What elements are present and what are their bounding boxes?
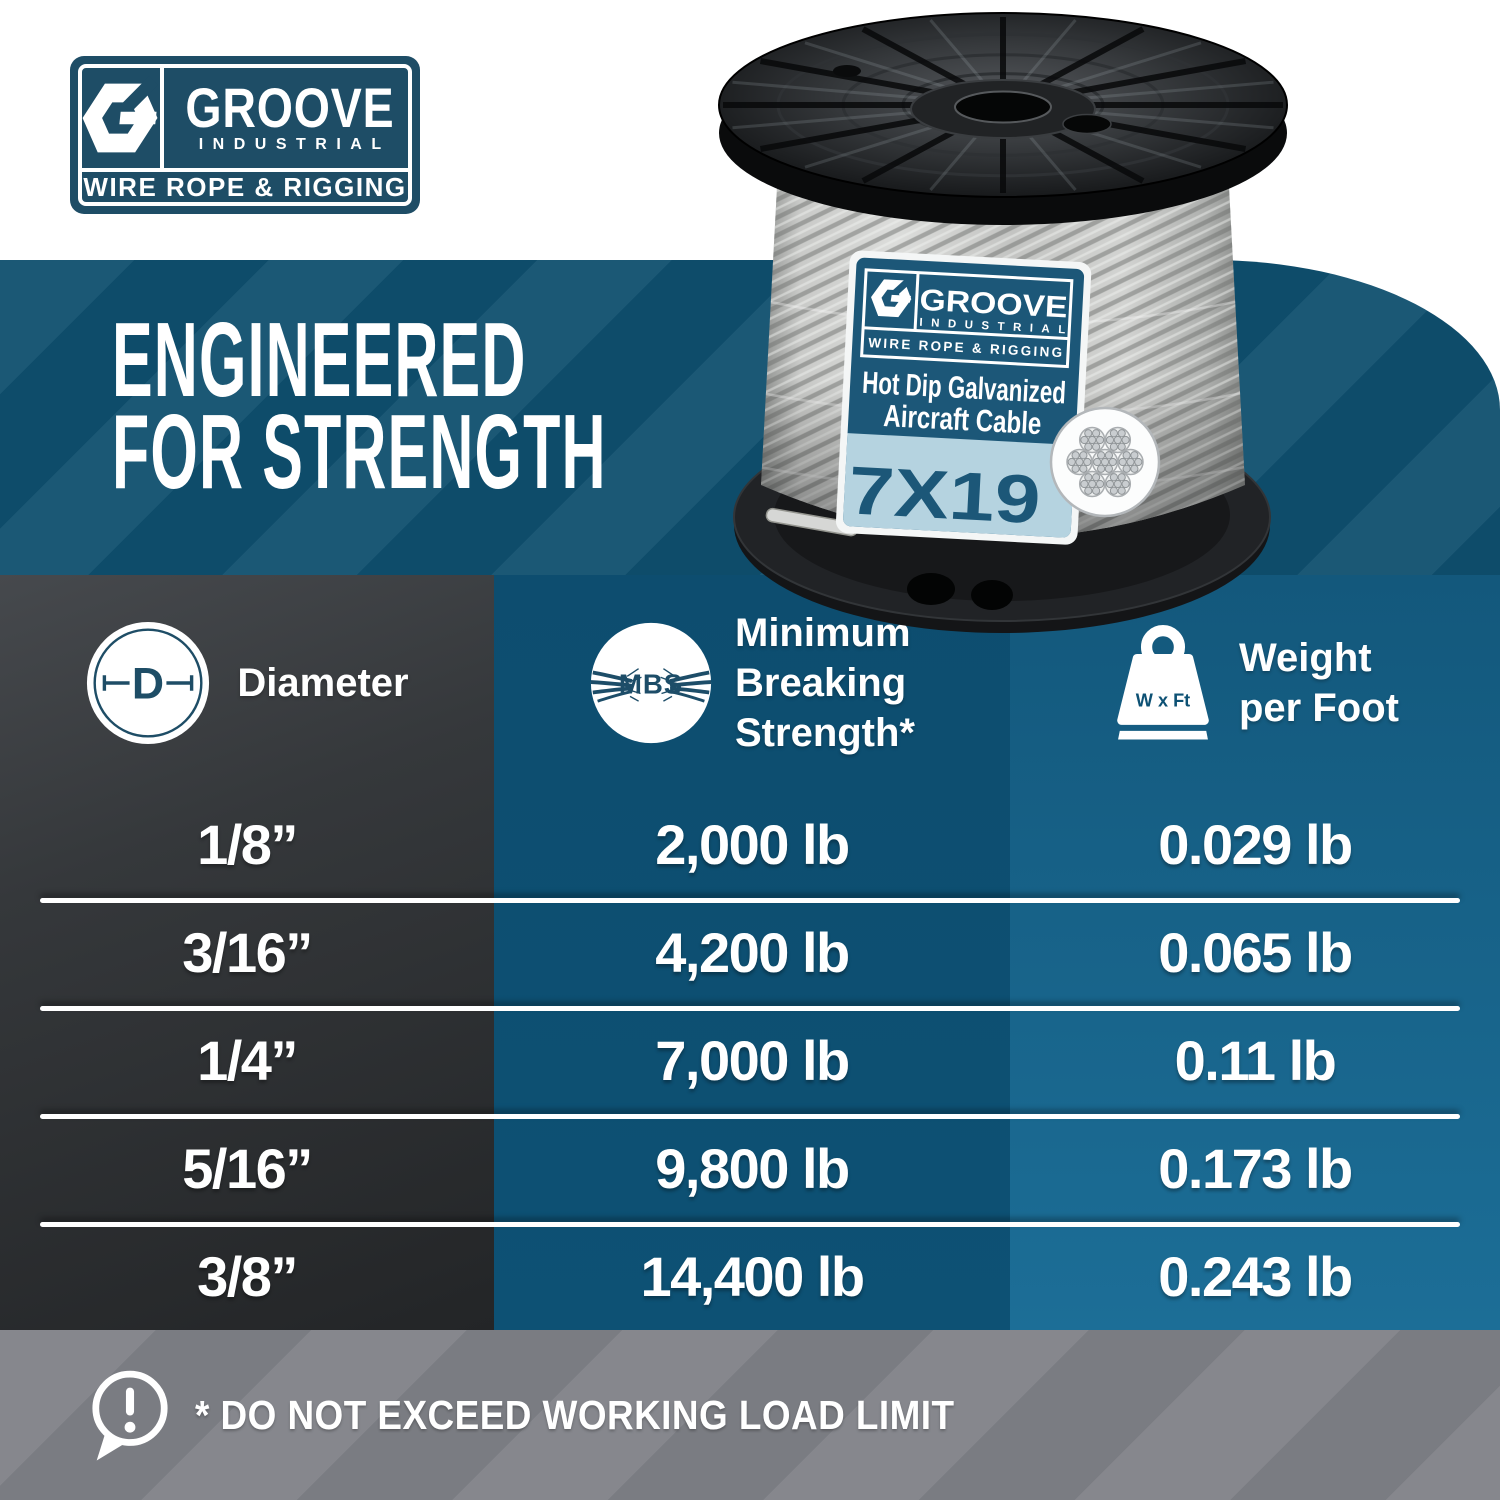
header-weight-label: Weight per Foot <box>1239 633 1399 733</box>
row1-diameter: 1/8” <box>197 812 298 876</box>
cable-cross-section-icon <box>1049 406 1161 518</box>
brand-logo-top: GROOVE INDUSTRIAL <box>82 68 408 168</box>
diameter-icon: D <box>87 621 210 744</box>
header-diameter: D Diameter <box>0 575 494 790</box>
brand-logo: GROOVE INDUSTRIAL WIRE ROPE & RIGGING <box>70 56 420 214</box>
brand-name-cell: GROOVE INDUSTRIAL <box>164 68 416 168</box>
row2-diameter: 3/16” <box>182 920 313 984</box>
row4-diameter: 5/16” <box>182 1136 313 1200</box>
header-diameter-label: Diameter <box>237 660 409 705</box>
row3-weight: 0.11 lb <box>1174 1028 1337 1092</box>
hero-heading: ENGINEERED FOR STRENGTH <box>112 301 972 511</box>
header-weight-line1: Weight <box>1239 635 1372 680</box>
row-divider <box>40 1222 1460 1227</box>
column-bg-weight <box>1010 575 1500 1330</box>
table-row: 1/4” 7,000 lb 0.11 lb <box>0 1006 1500 1114</box>
brand-name: GROOVE <box>185 75 395 139</box>
row4-weight: 0.173 lb <box>1158 1136 1353 1200</box>
row5-mbs: 14,400 lb <box>640 1244 865 1308</box>
brand-logo-frame: GROOVE INDUSTRIAL WIRE ROPE & RIGGING <box>78 64 412 206</box>
row3-diameter: 1/4” <box>197 1028 298 1092</box>
mbs-icon-text: MBS <box>619 668 683 699</box>
diameter-icon-letter: D <box>132 659 164 708</box>
table-row: 5/16” 9,800 lb 0.173 lb <box>0 1114 1500 1222</box>
brand-g-cell <box>82 68 164 168</box>
footer-warning: ! * DO NOT EXCEED WORKING LOAD LIMIT <box>0 1330 1500 1500</box>
row2-weight: 0.065 lb <box>1158 920 1353 984</box>
label-product-line2: Aircraft Cable <box>883 398 1043 441</box>
footer-note-text: * DO NOT EXCEED WORKING LOAD LIMIT <box>195 1391 955 1438</box>
table-row: 3/8” 14,400 lb 0.243 lb <box>0 1222 1500 1330</box>
hero-line2: FOR STRENGTH <box>112 393 607 511</box>
row-divider <box>40 898 1460 903</box>
brand-tagline: WIRE ROPE & RIGGING <box>82 168 408 202</box>
header-strength: MBS Minimum Breaking Strength* <box>494 575 1010 790</box>
label-construction: 7X19 <box>847 452 1043 538</box>
row-divider <box>40 1114 1460 1119</box>
column-bg-diameter <box>0 575 494 1330</box>
header-weight-line2: per Foot <box>1239 685 1399 730</box>
header-strength-line3: Strength* <box>735 710 915 755</box>
table-row: 1/8” 2,000 lb 0.029 lb <box>0 790 1500 898</box>
spec-table: D Diameter <box>0 575 1500 1330</box>
cable-spool-image: GROOVE INDUSTRIAL WIRE ROPE & RIGGING Ho… <box>718 12 1288 633</box>
row1-mbs: 2,000 lb <box>655 812 850 876</box>
row3-mbs: 7,000 lb <box>655 1028 850 1092</box>
table-header: D Diameter <box>0 575 1500 790</box>
row-divider <box>40 1006 1460 1011</box>
row4-mbs: 9,800 lb <box>655 1136 850 1200</box>
row2-mbs: 4,200 lb <box>655 920 850 984</box>
groove-g-icon <box>82 76 159 153</box>
mbs-icon: MBS <box>590 622 712 743</box>
row1-weight: 0.029 lb <box>1158 812 1353 876</box>
warning-bubble-icon: ! <box>92 1370 168 1460</box>
table-row: 3/16” 4,200 lb 0.065 lb <box>0 898 1500 1006</box>
label-brand: GROOVE <box>919 284 1069 325</box>
brand-subname: INDUSTRIAL <box>198 135 391 153</box>
header-weight: W x Ft Weight per Foot <box>1010 575 1500 790</box>
weight-icon-text: W x Ft <box>1136 691 1190 711</box>
spool-top-flange <box>718 12 1288 225</box>
spool-product-label: GROOVE INDUSTRIAL WIRE ROPE & RIGGING Ho… <box>835 250 1092 545</box>
label-g-icon <box>871 276 913 318</box>
row5-diameter: 3/8” <box>197 1244 298 1308</box>
row5-weight: 0.243 lb <box>1158 1244 1353 1308</box>
column-bg-strength <box>494 575 1010 1330</box>
weight-icon: W x Ft <box>1117 625 1209 740</box>
header-strength-line2: Breaking <box>735 660 907 705</box>
hero-line1: ENGINEERED <box>112 301 527 419</box>
